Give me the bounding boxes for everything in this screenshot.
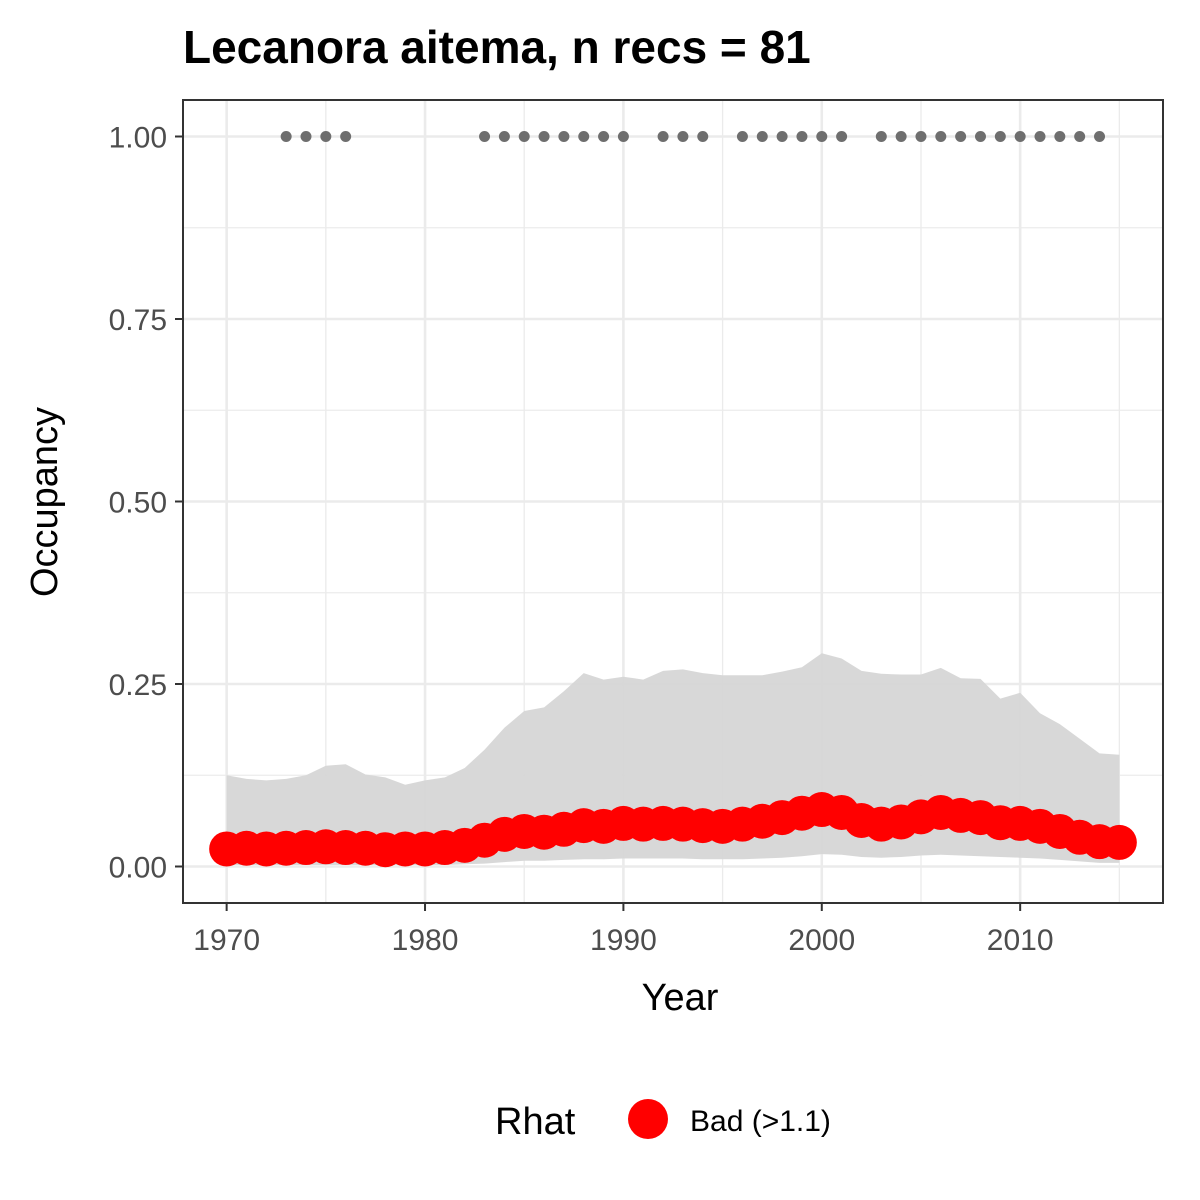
detection-point: [479, 131, 491, 142]
detection-point: [756, 131, 768, 142]
y-axis: 0.00 0.25 0.50 0.75 1.00: [109, 122, 183, 885]
detection-point: [280, 131, 292, 142]
legend-label-bad: Bad (>1.1): [690, 1105, 831, 1138]
detection-point: [836, 131, 848, 142]
x-tick-label: 2000: [788, 924, 855, 957]
detection-point: [300, 131, 312, 142]
detection-point: [558, 131, 570, 142]
y-tick-label: 0.25: [109, 669, 167, 702]
detection-points: [280, 131, 1106, 142]
legend-key-bad: [628, 1099, 668, 1139]
detection-point: [994, 131, 1006, 142]
detection-point: [578, 131, 590, 142]
detection-point: [974, 131, 986, 142]
detection-point: [935, 131, 947, 142]
chart-title: Lecanora aitema, n recs = 81: [183, 21, 811, 73]
detection-point: [1074, 131, 1086, 142]
detection-point: [340, 131, 352, 142]
x-tick-label: 1970: [193, 924, 260, 957]
detection-point: [538, 131, 550, 142]
y-axis-title: Occupancy: [24, 407, 66, 597]
detection-point: [657, 131, 669, 142]
detection-point: [498, 131, 510, 142]
detection-point: [796, 131, 808, 142]
detection-point: [677, 131, 689, 142]
detection-point: [816, 131, 828, 142]
detection-point: [895, 131, 907, 142]
x-tick-label: 1980: [392, 924, 459, 957]
x-tick-label: 2010: [987, 924, 1054, 957]
mean-point: [1101, 824, 1137, 860]
y-tick-label: 0.00: [109, 852, 167, 885]
detection-point: [955, 131, 967, 142]
detection-point: [1014, 131, 1026, 142]
detection-point: [1094, 131, 1106, 142]
legend-title: Rhat: [495, 1101, 576, 1143]
detection-point: [320, 131, 332, 142]
detection-point: [1034, 131, 1046, 142]
detection-point: [736, 131, 748, 142]
detection-point: [598, 131, 610, 142]
detection-point: [1054, 131, 1066, 142]
y-tick-label: 0.75: [109, 304, 167, 337]
detection-point: [617, 131, 629, 142]
x-axis-title: Year: [642, 977, 719, 1019]
detection-point: [875, 131, 887, 142]
y-tick-label: 0.50: [109, 487, 167, 520]
detection-point: [518, 131, 530, 142]
detection-point: [697, 131, 709, 142]
legend: Rhat Bad (>1.1): [495, 1099, 831, 1143]
detection-point: [776, 131, 788, 142]
y-tick-label: 1.00: [109, 122, 167, 155]
mean-occupancy-points: [209, 792, 1137, 868]
x-axis: 1970 1980 1990 2000 2010: [193, 903, 1054, 957]
detection-point: [915, 131, 927, 142]
x-tick-label: 1990: [590, 924, 657, 957]
